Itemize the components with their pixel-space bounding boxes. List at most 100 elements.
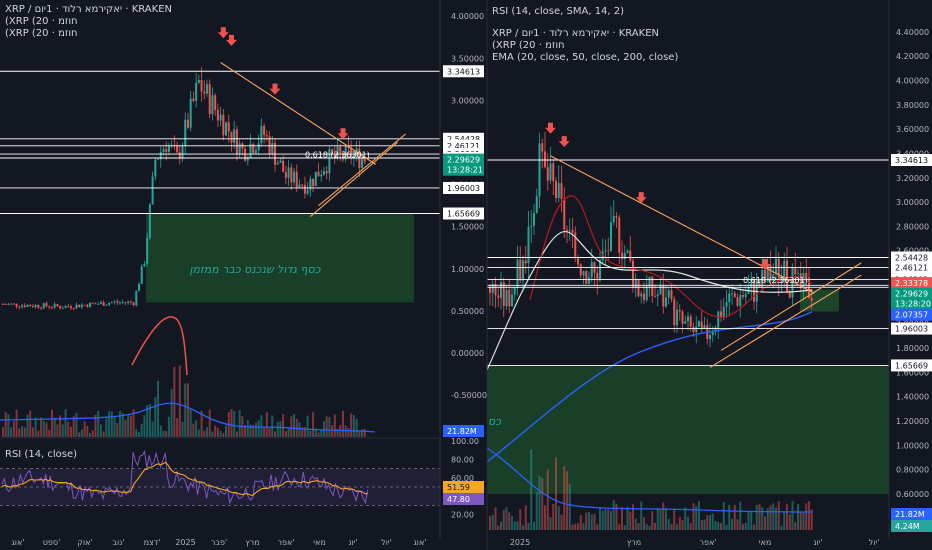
right-volume-bar [722,502,725,530]
right-candle-body [648,276,651,287]
right-volume-bar [489,516,491,530]
right-volume-bar [588,512,590,530]
volume-bar [86,425,89,437]
right-volume-bar [662,502,665,530]
right-volume-bar [700,520,703,530]
left-level-tag [443,181,484,194]
volume-bar [4,411,7,437]
candle-body [4,304,7,306]
candle-body [7,303,10,305]
right-red-down-arrow [759,258,771,270]
right-candle-body [670,290,673,300]
volume-bar [116,423,119,437]
volume-bar [59,415,62,437]
volume-bar [254,423,257,437]
volume-bar [325,416,328,437]
right-candle-body [687,316,689,322]
right-big-money-zone [487,365,889,494]
volume-bar [219,430,222,437]
candle-body [301,184,304,186]
right-candle-body [802,272,805,289]
right-volume-bar [753,524,755,530]
right-volume-bar [579,515,582,530]
right-level-tag-text: 1.96003 [895,325,928,334]
right-ascending-trendline-lower [709,274,862,368]
right-candle-body [563,198,566,230]
right-volume-bar [659,508,662,530]
candle-body [203,91,206,94]
volume-bar [195,420,198,437]
right-ema200-tag-text: 2.07357 [895,311,928,320]
volume-bar [23,427,26,437]
right-volume-bar [786,504,788,530]
red-down-arrow [337,128,349,140]
right-price-tick: 2.80000 [896,222,929,231]
volume-bar [157,381,160,437]
candle-body [12,303,15,305]
volume-bar [263,426,266,437]
right-volume-bar [681,520,684,530]
right-volume-bar [574,523,577,530]
right-volume-bar [607,509,610,530]
right-volume-bar [621,506,623,530]
right-candle-body [560,183,563,199]
right-volume-bar [780,525,783,530]
right-chart-panel[interactable]: כס 0.618 (2.36301) [487,122,889,530]
candle-body [59,306,62,309]
right-candle-body [659,285,662,295]
candle-body [184,119,187,147]
candle-body [151,176,154,205]
right-candle-body [577,257,579,265]
volume-bar [42,421,45,437]
volume-bar [143,415,146,437]
right-candle-body [656,294,659,297]
red-down-arrow [225,34,237,46]
right-candle-body [552,163,555,181]
right-price-tick: 1.20000 [896,417,929,426]
candle-body [167,145,170,152]
right-candle-body [530,225,533,227]
volume-bar [78,432,81,437]
right-candle-body [709,335,711,340]
left-chart-panel[interactable]: כסף גדול שנכנס כבר ממזמן 0.618 (2.36301) R… [0,27,440,540]
right-volume-bar [703,519,706,530]
volume-bar [170,389,173,437]
right-candle-body [519,259,522,281]
candle-body [15,303,18,307]
candle-body [124,302,127,304]
right-volume-bar [645,523,648,530]
volume-bar [284,430,287,437]
volume-bar [21,426,24,437]
left-indicator-2: (XRP (20 · חוזמ [5,28,78,39]
right-ema-tag-text: 2.33378 [895,279,928,288]
candle-body [238,143,241,155]
right-volume-bar [494,507,497,530]
right-candle-body [571,230,574,233]
candle-body [89,302,92,308]
volume-bar [37,430,40,437]
right-candle-body [607,250,610,252]
right-volume-bar [733,505,736,530]
volume-bar [274,431,276,437]
right-volume-bar [502,509,505,530]
volume-bar [29,410,32,437]
volume-bar [249,424,252,437]
right-time-tick: יול' [869,538,880,547]
right-red-down-arrow [558,136,570,148]
volume-bar [102,431,105,437]
right-volume-bar [640,501,643,530]
right-volume-bar [766,508,769,530]
volume-bar [184,383,187,437]
right-volume-bar [634,518,637,530]
candle-body [48,306,51,308]
right-volume-tag-2-text: 4.24M [895,522,920,531]
volume-bar [56,424,59,437]
right-volume-bar [610,511,612,530]
volume-bar [233,411,236,437]
descending-trendline [220,62,376,165]
candle-body [2,304,4,305]
candle-body [23,305,26,307]
right-volume-bar [601,510,604,530]
right-candle-body [610,222,612,252]
volume-bar [244,425,247,437]
